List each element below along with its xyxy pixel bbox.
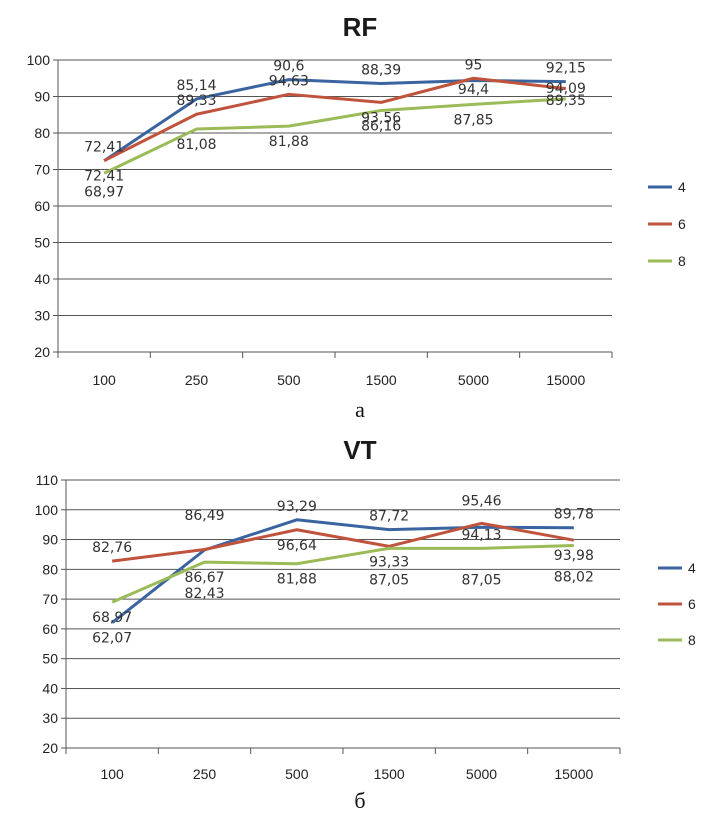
data-label: 93,56 (361, 110, 401, 126)
data-label: 94,13 (461, 527, 501, 543)
data-label: 82,43 (184, 586, 224, 602)
legend-label: 8 (688, 632, 696, 648)
data-label: 68,97 (84, 185, 124, 201)
x-tick-label: 15000 (546, 372, 585, 388)
y-tick-label: 40 (42, 680, 58, 696)
chart-rf: RF 20 30 40 50 60 70 80 90 100 100 250 500 1500 5000… (27, 12, 686, 422)
y-tick-label: 80 (34, 125, 50, 141)
y-tick-label: 110 (36, 472, 59, 488)
x-tick-label: 100 (92, 372, 116, 388)
data-label: 95,46 (461, 493, 501, 509)
data-label: 87,05 (369, 572, 409, 588)
y-tick-label: 90 (42, 532, 58, 548)
series-line-4 (103, 78, 566, 162)
x-tick-labels: 100 250 500 1500 5000 15000 (92, 372, 585, 388)
data-label: 86,67 (184, 570, 224, 586)
gridlines (66, 479, 620, 719)
series-line-6 (111, 521, 575, 563)
data-label: 93,33 (369, 554, 409, 570)
data-label: 87,72 (369, 509, 409, 525)
data-label: 90,6 (273, 59, 304, 75)
y-tick-label: 100 (27, 52, 51, 68)
x-tick-label: 250 (193, 766, 217, 782)
data-label: 81,08 (176, 137, 216, 153)
x-tick-label: 5000 (458, 372, 489, 388)
y-tick-label: 50 (42, 651, 58, 667)
y-tick-label: 80 (42, 561, 58, 577)
x-tick-label: 5000 (466, 766, 497, 782)
data-label: 88,02 (554, 569, 594, 585)
y-tick-label: 20 (34, 344, 50, 360)
data-label: 62,07 (92, 631, 132, 647)
legend-label: 4 (688, 560, 696, 576)
data-label: 72,41 (84, 169, 124, 185)
legend: 4 6 8 (648, 179, 686, 269)
y-tick-label: 70 (34, 162, 50, 178)
axes (61, 479, 621, 754)
chart-caption: а (355, 397, 365, 422)
y-tick-label: 100 (35, 502, 59, 518)
x-tick-label: 1500 (374, 766, 405, 782)
x-tick-label: 1500 (366, 372, 397, 388)
y-tick-label: 30 (42, 710, 58, 726)
legend-label: 8 (678, 253, 686, 269)
data-label: 94,09 (546, 81, 586, 97)
series-line-6 (103, 76, 567, 163)
series-lines (111, 518, 575, 624)
data-label: 68,97 (92, 610, 132, 626)
x-tick-label: 250 (185, 372, 209, 388)
data-label: 89,35 (546, 93, 586, 109)
series-line-8 (111, 543, 574, 604)
y-tick-label: 20 (42, 740, 58, 756)
data-label: 82,76 (92, 540, 132, 556)
y-tick-label: 70 (42, 591, 58, 607)
data-label: 85,14 (176, 78, 216, 94)
chart-caption: б (354, 788, 365, 813)
y-tick-label: 90 (34, 89, 50, 105)
x-tick-label: 15000 (554, 766, 593, 782)
data-label: 81,88 (277, 572, 317, 588)
data-label: 86,49 (184, 508, 224, 524)
data-label: 95 (465, 57, 483, 73)
y-tick-label: 30 (34, 308, 50, 324)
legend: 4 6 8 (658, 560, 696, 648)
legend-label: 6 (678, 216, 686, 232)
x-tick-label: 500 (285, 766, 309, 782)
data-label: 92,15 (546, 61, 586, 77)
y-tick-label: 50 (34, 235, 50, 251)
legend-label: 6 (688, 596, 696, 612)
chart-vt: VT 20 30 40 50 60 70 80 90 100 110 100 250 500 1500 5… (35, 435, 696, 813)
data-label: 94,63 (269, 73, 309, 89)
series-line-8 (103, 97, 566, 175)
data-label: 93,98 (554, 548, 594, 564)
x-tick-label: 100 (100, 766, 124, 782)
data-label: 81,88 (269, 134, 309, 150)
y-tick-label: 40 (34, 271, 50, 287)
legend-label: 4 (678, 179, 686, 195)
y-tick-label: 60 (42, 621, 58, 637)
gridlines (58, 59, 612, 316)
data-label: 89,78 (554, 507, 594, 523)
data-label: 87,05 (461, 572, 501, 588)
data-label: 96,64 (277, 538, 317, 554)
series-lines (103, 76, 567, 175)
data-label: 89,33 (176, 93, 216, 109)
data-label: 87,85 (453, 112, 493, 128)
data-label: 94,4 (458, 82, 489, 98)
chart-title: VT (343, 435, 376, 465)
y-tick-label: 60 (34, 198, 50, 214)
x-tick-label: 500 (277, 372, 301, 388)
axes (53, 59, 613, 358)
data-labels: 72,4172,4168,9785,1489,3381,0890,694,638… (84, 57, 586, 200)
y-tick-labels: 20 30 40 50 60 70 80 90 100 110 (35, 472, 59, 756)
data-label: 86,16 (361, 119, 401, 135)
chart-title: RF (343, 12, 378, 42)
data-label: 88,39 (361, 63, 401, 79)
x-tick-labels: 100 250 500 1500 5000 15000 (100, 766, 593, 782)
y-tick-labels: 20 30 40 50 60 70 80 90 100 (27, 52, 51, 360)
data-label: 93,29 (277, 499, 317, 515)
data-label: 72,41 (84, 140, 124, 156)
